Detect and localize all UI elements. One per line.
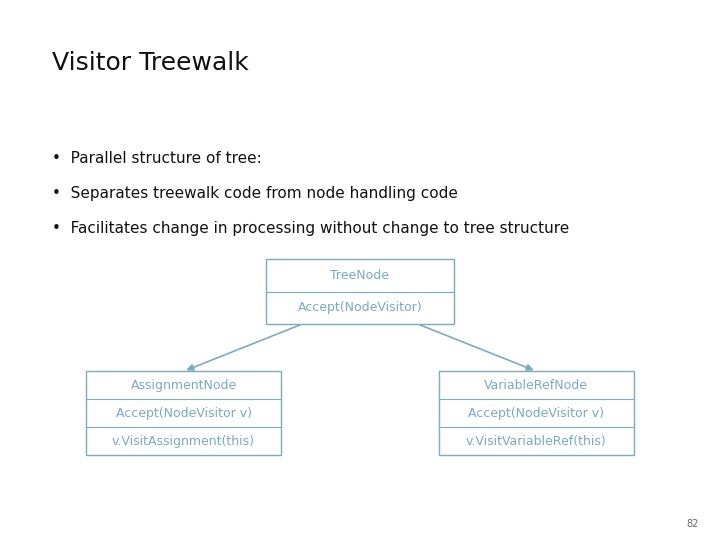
Text: Accept(NodeVisitor): Accept(NodeVisitor) bbox=[297, 301, 423, 314]
Text: VariableRefNode: VariableRefNode bbox=[485, 379, 588, 392]
Text: Visitor Treewalk: Visitor Treewalk bbox=[52, 51, 248, 75]
FancyBboxPatch shape bbox=[439, 372, 634, 455]
Text: v.VisitVariableRef(this): v.VisitVariableRef(this) bbox=[466, 435, 607, 448]
Text: TreeNode: TreeNode bbox=[330, 269, 390, 282]
Text: •  Parallel structure of tree:: • Parallel structure of tree: bbox=[52, 151, 261, 166]
Text: AssignmentNode: AssignmentNode bbox=[130, 379, 237, 392]
Text: Accept(NodeVisitor v): Accept(NodeVisitor v) bbox=[116, 407, 251, 420]
FancyBboxPatch shape bbox=[266, 259, 454, 324]
FancyBboxPatch shape bbox=[86, 372, 281, 455]
Text: •  Separates treewalk code from node handling code: • Separates treewalk code from node hand… bbox=[52, 186, 458, 201]
Text: •  Facilitates change in processing without change to tree structure: • Facilitates change in processing witho… bbox=[52, 221, 569, 237]
Text: 82: 82 bbox=[686, 519, 698, 529]
Text: Accept(NodeVisitor v): Accept(NodeVisitor v) bbox=[469, 407, 604, 420]
Text: v.VisitAssignment(this): v.VisitAssignment(this) bbox=[112, 435, 255, 448]
